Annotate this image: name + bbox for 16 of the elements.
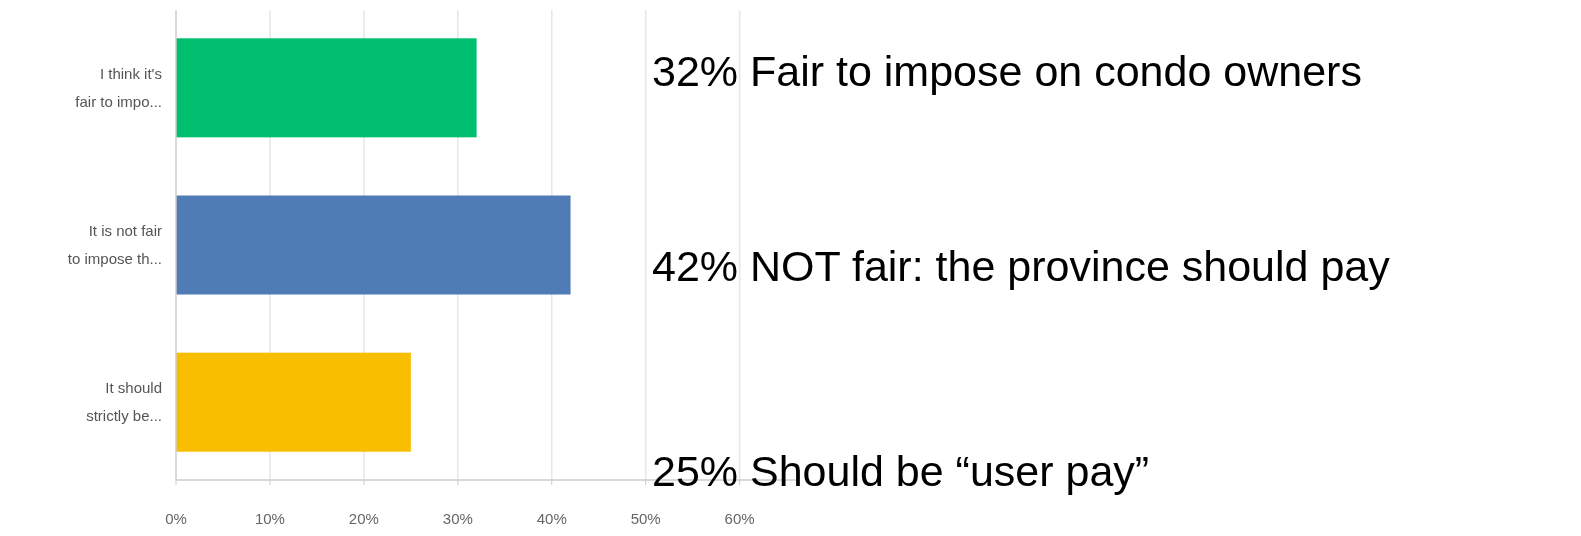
x-tick-label: 10% — [254, 510, 285, 527]
x-tick-label: 60% — [724, 510, 755, 527]
bar — [176, 352, 411, 452]
x-tick-label: 0% — [165, 510, 187, 527]
x-tick-label: 50% — [630, 510, 661, 527]
annotation: 32% Fair to impose on condo owners — [652, 47, 1362, 95]
x-tick-label: 40% — [536, 510, 567, 527]
x-tick-label: 20% — [348, 510, 379, 527]
y-tick-label: It is not fair to impose th... — [67, 222, 162, 267]
annotation: 25% Should be “user pay” — [652, 447, 1150, 495]
annotation: 42% NOT fair: the province should pay — [652, 242, 1391, 290]
bar — [176, 195, 571, 295]
x-tick-label: 30% — [442, 510, 473, 527]
y-tick-label: It should strictly be... — [86, 379, 162, 425]
y-tick-label: I think it's fair to impo... — [75, 64, 162, 110]
bar — [176, 38, 477, 138]
